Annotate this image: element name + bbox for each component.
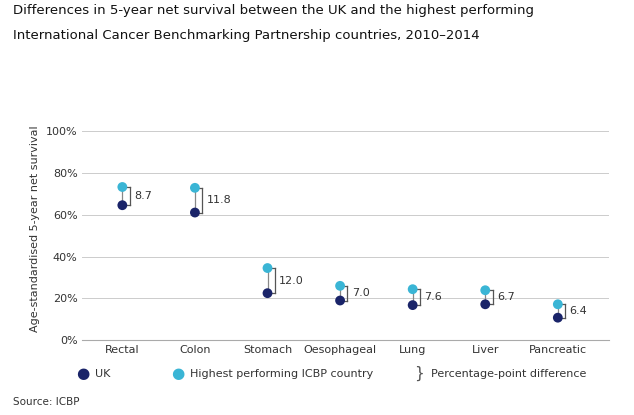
Point xyxy=(553,314,563,321)
Text: International Cancer Benchmarking Partnership countries, 2010–2014: International Cancer Benchmarking Partne… xyxy=(13,29,479,42)
Point xyxy=(335,283,345,289)
Text: 8.7: 8.7 xyxy=(134,191,152,201)
Point xyxy=(262,290,273,296)
Point xyxy=(480,287,490,293)
Point xyxy=(480,301,490,308)
Point xyxy=(408,286,418,293)
Text: 12.0: 12.0 xyxy=(279,276,304,286)
Point xyxy=(408,302,418,308)
Text: Differences in 5-year net survival between the UK and the highest performing: Differences in 5-year net survival betwe… xyxy=(13,4,534,17)
Text: 7.6: 7.6 xyxy=(424,292,442,302)
Text: 6.4: 6.4 xyxy=(569,306,587,316)
Text: Percentage-point difference: Percentage-point difference xyxy=(431,369,586,378)
Point xyxy=(117,202,127,208)
Point xyxy=(335,297,345,304)
Text: Source: ICBP: Source: ICBP xyxy=(13,397,79,407)
Text: ●: ● xyxy=(76,366,89,381)
Point xyxy=(190,185,200,191)
Y-axis label: Age-standardised 5-year net survival: Age-standardised 5-year net survival xyxy=(30,125,41,332)
Text: 7.0: 7.0 xyxy=(352,288,370,298)
Point xyxy=(190,209,200,216)
Text: UK: UK xyxy=(95,369,110,378)
Point xyxy=(553,301,563,308)
Point xyxy=(117,184,127,190)
Text: 6.7: 6.7 xyxy=(497,292,515,302)
Text: ●: ● xyxy=(171,366,184,381)
Text: Highest performing ICBP country: Highest performing ICBP country xyxy=(190,369,373,378)
Text: 11.8: 11.8 xyxy=(207,195,231,205)
Point xyxy=(262,265,273,271)
Text: }: } xyxy=(413,366,424,381)
